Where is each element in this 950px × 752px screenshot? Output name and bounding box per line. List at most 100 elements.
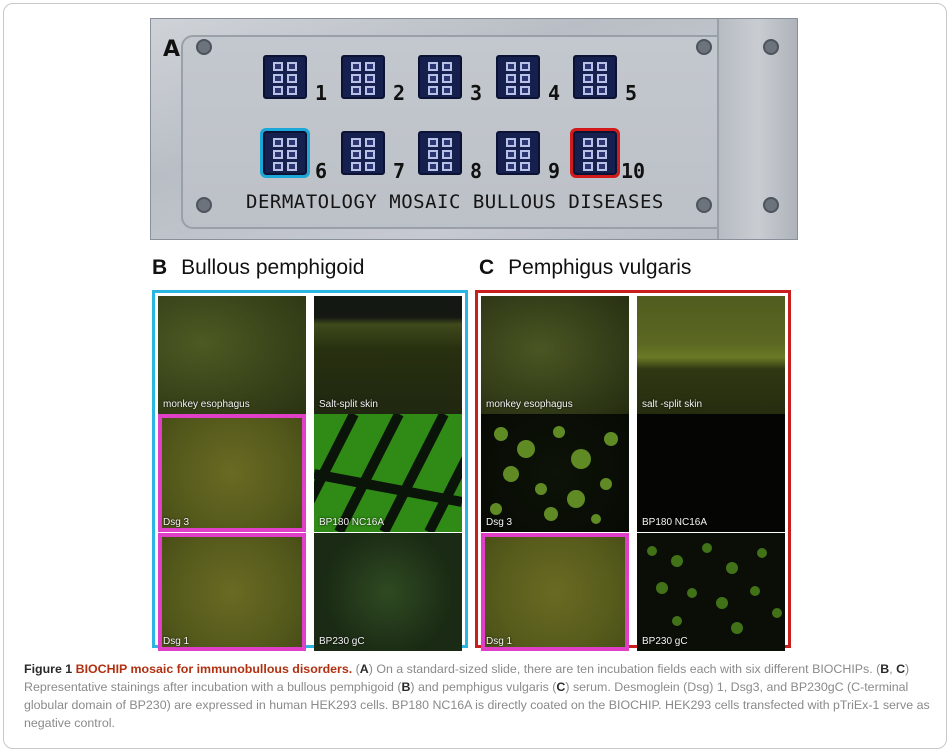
biochip: [365, 138, 375, 147]
caption-text: ) serum. Desmoglein (Dsg) 1, Dsg3, and B…: [24, 680, 930, 730]
caption-text: (: [355, 662, 360, 676]
incubation-field: [418, 55, 462, 99]
biochip: [506, 150, 516, 159]
tile-monkey-esophagus-c: monkey esophagus: [481, 296, 629, 414]
field-number: 8: [470, 159, 483, 183]
bp230-cell-staining: [647, 543, 782, 634]
tile-salt-split-skin-c: salt -split skin: [637, 296, 785, 414]
tile-label: Dsg 1: [486, 636, 513, 647]
caption-panel-ref: C: [556, 680, 566, 694]
slide-label-end: [717, 19, 797, 239]
biochip: [365, 150, 375, 159]
biochip: [506, 138, 516, 147]
tile-label: BP180 NC16A: [319, 517, 385, 528]
biochip: [442, 138, 452, 147]
slide-hole: [696, 39, 712, 55]
field-number: 7: [393, 159, 406, 183]
incubation-field: [418, 131, 462, 175]
tile-bp180-nc16a-b: BP180 NC16A: [314, 414, 462, 532]
biochip: [273, 150, 283, 159]
biochip: [520, 86, 530, 95]
tile-label: Dsg 3: [486, 517, 513, 528]
caption-figure-label: Figure 1: [24, 662, 73, 676]
biochip: [287, 162, 297, 171]
biochip: [442, 162, 452, 171]
biochip: [583, 150, 593, 159]
tile-bp230-gc-c: BP230 gC: [637, 533, 785, 651]
field-number: 4: [548, 81, 561, 105]
incubation-field-highlighted-b: [260, 128, 310, 178]
biochip: [351, 74, 361, 83]
biochip: [506, 162, 516, 171]
biochip: [583, 74, 593, 83]
tile-bp230-gc-b: BP230 gC: [314, 533, 462, 651]
biochip: [273, 138, 283, 147]
slide-hole: [196, 197, 212, 213]
biochip: [273, 86, 283, 95]
slide-hole: [763, 197, 779, 213]
panel-c-title-text: Pemphigus vulgaris: [508, 256, 692, 279]
field-number: 6: [315, 159, 328, 183]
tile-label: BP180 NC16A: [642, 517, 708, 528]
panel-c-frame: monkey esophagus salt -split skin Dsg 3 …: [475, 290, 791, 651]
biochip: [428, 162, 438, 171]
biochip: [287, 138, 297, 147]
biochip: [442, 86, 452, 95]
caption-text: ) Representative stainings after incubat…: [24, 662, 910, 694]
biochip: [520, 150, 530, 159]
biochip: [428, 86, 438, 95]
biochip: [287, 150, 297, 159]
tile-label: BP230 gC: [319, 636, 365, 647]
panel-a-letter: A: [163, 37, 181, 62]
biochip: [273, 74, 283, 83]
tile-dsg3-b: Dsg 3: [158, 414, 306, 532]
biochip: [273, 162, 283, 171]
biochip: [506, 62, 516, 71]
biochip: [287, 74, 297, 83]
panel-b-title: B Bullous pemphigoid: [152, 256, 364, 280]
incubation-field: [573, 55, 617, 99]
incubation-field: [496, 131, 540, 175]
biochip: [365, 74, 375, 83]
tile-label: salt -split skin: [642, 399, 703, 410]
slide-hole: [196, 39, 212, 55]
incubation-field-highlighted-c: [570, 128, 620, 178]
panel-b-title-text: Bullous pemphigoid: [181, 256, 365, 279]
biochip: [520, 62, 530, 71]
tile-label: BP230 gC: [642, 636, 688, 647]
incubation-field: [263, 55, 307, 99]
panel-b-frame: monkey esophagus Salt-split skin Dsg 3 B…: [152, 290, 468, 651]
tile-dsg1-b: Dsg 1: [158, 533, 306, 651]
tile-label: Salt-split skin: [319, 399, 378, 410]
biochip: [597, 62, 607, 71]
biochip: [442, 62, 452, 71]
biochip: [287, 62, 297, 71]
biochip: [428, 74, 438, 83]
biochip: [597, 138, 607, 147]
dsg3-cell-staining: [490, 426, 618, 524]
incubation-field: [341, 131, 385, 175]
tile-salt-split-skin-b: Salt-split skin: [314, 296, 462, 414]
caption-text: ,: [889, 662, 897, 676]
biochip-slide-image: A 1 2 3 4 5 6 7 8 9 10 DERMATOLOGY MOSAI…: [150, 18, 798, 240]
field-number: 2: [393, 81, 406, 105]
biochip: [428, 150, 438, 159]
caption-panel-ref: C: [896, 662, 906, 676]
slide-hole: [763, 39, 779, 55]
caption-figure-title: BIOCHIP mosaic for immunobullous disorde…: [75, 662, 353, 676]
field-number: 5: [625, 81, 638, 105]
biochip: [506, 74, 516, 83]
panel-c-title: C Pemphigus vulgaris: [479, 256, 691, 280]
biochip: [597, 74, 607, 83]
tile-dsg3-c: Dsg 3: [481, 414, 629, 532]
tile-label: Dsg 3: [163, 517, 190, 528]
slide-printed-text: DERMATOLOGY MOSAIC BULLOUS DISEASES: [246, 191, 664, 213]
tile-dsg1-c: Dsg 1: [481, 533, 629, 651]
biochip: [506, 86, 516, 95]
incubation-field: [341, 55, 385, 99]
tile-label: monkey esophagus: [163, 399, 250, 410]
caption-panel-ref: B: [401, 680, 411, 694]
field-number: 9: [548, 159, 561, 183]
biochip: [520, 74, 530, 83]
biochip: [520, 162, 530, 171]
